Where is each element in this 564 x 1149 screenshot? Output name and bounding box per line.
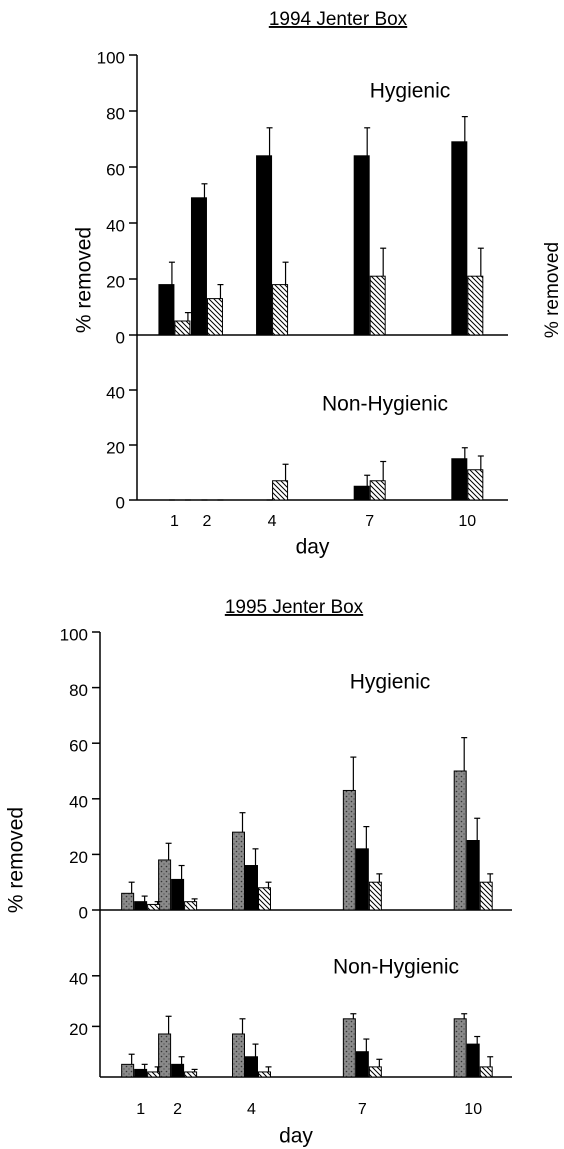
bar (244, 865, 258, 911)
chart-title: 1995 Jenter Box (225, 597, 364, 618)
panel-annotation: Non-Hygienic (322, 393, 448, 416)
x-tick-label: 7 (358, 1101, 367, 1118)
y-tick-label: 80 (69, 681, 88, 700)
bar (466, 840, 480, 911)
chart-title: 1994 Jenter Box (269, 9, 408, 30)
x-axis-label: day (296, 536, 330, 559)
x-tick-label: 4 (268, 513, 277, 530)
bar (467, 469, 484, 501)
bar (355, 848, 369, 911)
x-tick-label: 10 (458, 513, 476, 530)
bar (256, 155, 273, 336)
y-tick-label: 20 (69, 848, 88, 867)
bar (466, 1043, 480, 1078)
bar (353, 155, 370, 336)
bar (231, 831, 245, 911)
bar (342, 789, 356, 911)
bar (158, 859, 172, 911)
bar (121, 1063, 135, 1078)
bar (451, 458, 468, 501)
bar (272, 284, 289, 336)
y-tick-label: 100 (60, 625, 88, 644)
bar (368, 1066, 382, 1078)
x-tick-label: 10 (464, 1101, 482, 1118)
y-tick-label: 20 (69, 1020, 88, 1039)
bar (147, 1071, 161, 1078)
bar (479, 881, 493, 911)
bar (206, 298, 223, 336)
bar (451, 141, 468, 336)
y-tick-label: 20 (106, 272, 125, 291)
y-tick-label: 100 (97, 48, 125, 67)
bar (158, 1033, 172, 1078)
bar (184, 1071, 198, 1078)
panel-annotation: Hygienic (350, 671, 431, 694)
y-tick-label: 0 (116, 493, 125, 512)
bar (369, 275, 386, 336)
bar (158, 284, 175, 336)
bar (121, 892, 135, 911)
y-tick-label: 0 (116, 328, 125, 347)
y-tick-label: 40 (106, 383, 125, 402)
bar (353, 485, 370, 501)
bar (453, 1018, 467, 1078)
bar (174, 320, 191, 336)
panel-annotation: Non-Hygienic (333, 956, 459, 979)
bar (257, 1071, 271, 1078)
bar (171, 1063, 185, 1078)
bar (453, 770, 467, 911)
y-tick-label: 60 (69, 737, 88, 756)
bar (479, 1066, 493, 1078)
cropped-axis-label: % removed (542, 242, 563, 338)
y-tick-label: 20 (106, 438, 125, 457)
bar (184, 901, 198, 911)
y-tick-label: 0 (79, 903, 88, 922)
bar (355, 1051, 369, 1078)
bar (147, 903, 161, 911)
y-axis-label: % removed (73, 227, 96, 333)
bar (257, 887, 271, 911)
bar (134, 901, 148, 911)
x-tick-label: 7 (365, 513, 374, 530)
bar (231, 1033, 245, 1078)
y-tick-label: 40 (69, 969, 88, 988)
bar (190, 197, 207, 336)
x-tick-label: 2 (173, 1101, 182, 1118)
x-tick-label: 1 (170, 513, 179, 530)
bar (368, 881, 382, 911)
y-tick-label: 80 (106, 104, 125, 123)
bar (171, 878, 185, 911)
bar (244, 1056, 258, 1078)
y-axis-label: % removed (5, 807, 28, 913)
bar (272, 480, 289, 501)
panel-annotation: Hygienic (370, 80, 451, 103)
bar (342, 1018, 356, 1078)
x-axis-label: day (279, 1125, 313, 1148)
y-tick-label: 40 (69, 792, 88, 811)
y-tick-label: 40 (106, 216, 125, 235)
bar (467, 275, 484, 336)
y-tick-label: 60 (106, 160, 125, 179)
bar (369, 480, 386, 501)
x-tick-label: 1 (136, 1101, 145, 1118)
x-tick-label: 2 (203, 513, 212, 530)
bar (134, 1068, 148, 1078)
x-tick-label: 4 (247, 1101, 256, 1118)
